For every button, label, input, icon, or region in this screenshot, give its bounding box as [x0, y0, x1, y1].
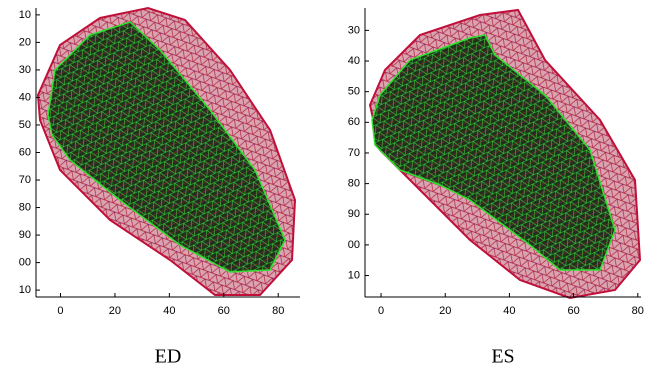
- inner-mesh: [47, 21, 286, 273]
- mesh-ed: [36, 6, 297, 296]
- y-tick-label: 00: [19, 257, 31, 269]
- x-tick-label: 40: [503, 305, 515, 317]
- y-tick-label: 10: [19, 284, 31, 296]
- y-tick-label: 60: [348, 116, 360, 128]
- inner-mesh: [371, 34, 616, 271]
- y-tick-label: 10: [19, 9, 31, 21]
- y-tick-label: 30: [19, 64, 31, 76]
- y-tick-label: 30: [348, 24, 360, 36]
- y-tick-label: 90: [348, 208, 360, 220]
- x-tick-label: 20: [439, 305, 451, 317]
- x-tick-label: 0: [57, 305, 63, 317]
- y-tick-label: 90: [19, 229, 31, 241]
- y-tick-label: 20: [19, 36, 31, 48]
- y-tick-label: 70: [348, 147, 360, 159]
- mesh-es: [368, 8, 642, 300]
- x-tick-label: 80: [632, 305, 644, 317]
- y-tick-label: 70: [19, 174, 31, 186]
- y-tick-label: 50: [348, 86, 360, 98]
- y-tick-label: 40: [19, 91, 31, 103]
- x-tick-label: 80: [272, 305, 284, 317]
- caption: ES: [491, 346, 514, 368]
- y-tick-label: 80: [19, 201, 31, 213]
- y-tick-label: 80: [348, 178, 360, 190]
- x-tick-label: 0: [378, 305, 384, 317]
- x-tick-label: 60: [218, 305, 230, 317]
- x-tick-label: 40: [163, 305, 175, 317]
- y-tick-label: 00: [348, 239, 360, 251]
- y-tick-label: 60: [19, 146, 31, 158]
- y-tick-label: 10: [348, 269, 360, 281]
- x-tick-label: 20: [109, 305, 121, 317]
- x-tick-label: 60: [567, 305, 579, 317]
- y-tick-label: 50: [19, 119, 31, 131]
- y-tick-label: 40: [348, 55, 360, 67]
- caption: ED: [155, 346, 182, 368]
